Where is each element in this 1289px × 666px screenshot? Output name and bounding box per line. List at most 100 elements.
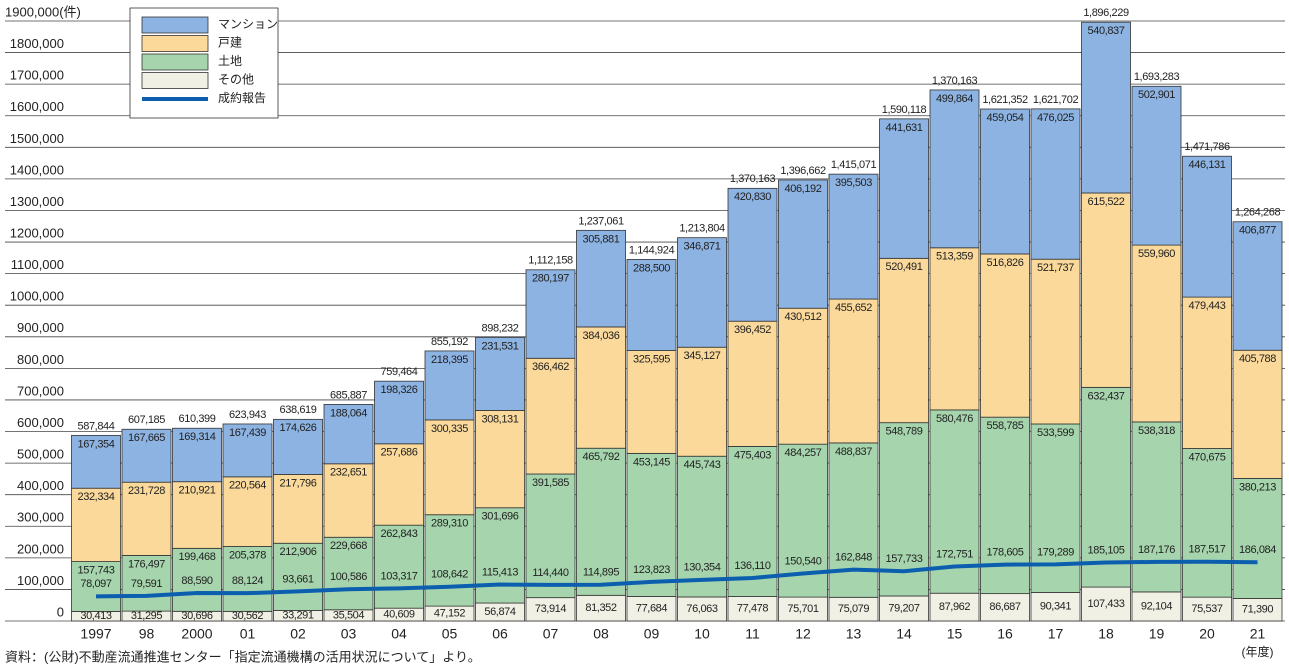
bar-segment: [424, 419, 475, 516]
bar-segment: [828, 173, 879, 300]
value-label: 288,500: [633, 262, 670, 274]
legend-label: 戸建: [218, 36, 242, 50]
value-label: 280,197: [532, 273, 569, 285]
total-label: 607,185: [128, 414, 165, 426]
value-label: 56,874: [484, 606, 516, 618]
value-label: 446,131: [1189, 159, 1226, 171]
value-label: 78,097: [80, 578, 112, 590]
x-tick-label: 05: [442, 626, 458, 642]
value-label: 130,354: [684, 562, 721, 574]
y-tick-label: 300,000: [17, 510, 64, 525]
total-label: 610,399: [179, 413, 216, 425]
bar-segment: [525, 473, 576, 599]
x-tick-label: 04: [391, 626, 407, 642]
value-label: 305,881: [583, 233, 620, 245]
value-label: 212,906: [280, 546, 317, 558]
y-tick-label: 900,000: [17, 320, 64, 335]
value-label: 40,609: [383, 608, 415, 620]
bar-segment: [222, 546, 273, 612]
value-label: 75,079: [838, 603, 870, 615]
bar-segment: [1081, 192, 1131, 388]
value-label: 476,025: [1037, 112, 1074, 124]
bar-segment: [1081, 586, 1131, 622]
x-tick-label: 12: [795, 626, 811, 642]
bar-segment: [929, 247, 980, 411]
value-label: 391,585: [532, 477, 569, 489]
value-label: 580,476: [936, 413, 973, 425]
total-label: 1,693,283: [1134, 71, 1180, 83]
bar-segment: [778, 179, 828, 309]
legend-swatch: [141, 72, 209, 89]
y-tick-label: 1000,000: [10, 289, 64, 304]
value-label: 475,403: [734, 449, 771, 461]
value-label: 548,789: [886, 426, 923, 438]
value-label: 396,452: [734, 324, 771, 336]
value-label: 384,036: [583, 330, 620, 342]
total-label: 623,943: [229, 409, 266, 421]
value-label: 395,503: [835, 177, 872, 189]
y-tick-label: 1100,000: [11, 257, 64, 272]
y-tick-label: 500,000: [17, 447, 64, 462]
value-label: 76,063: [686, 603, 718, 615]
value-label: 470,675: [1189, 451, 1226, 463]
value-label: 167,354: [78, 438, 115, 450]
value-label: 77,684: [636, 603, 668, 615]
value-label: 86,687: [989, 601, 1021, 613]
value-label: 31,295: [131, 610, 163, 622]
bar-segment: [172, 481, 222, 549]
x-tick-label: 1997: [80, 626, 111, 642]
bar-segment: [323, 404, 374, 465]
legend-swatch: [141, 16, 209, 34]
bar-segment: [677, 346, 727, 457]
x-tick-label: 01: [240, 626, 256, 642]
value-label: 220,564: [229, 480, 266, 492]
bar-segment: [1131, 421, 1182, 593]
source-note: 資料：(公財)不動産流通推進センター「指定流通機構の活用状況について」より。: [5, 649, 481, 664]
value-label: 484,257: [785, 447, 822, 459]
value-label: 150,540: [785, 555, 822, 567]
value-label: 521,737: [1037, 262, 1074, 274]
value-label: 162,848: [835, 551, 872, 563]
value-label: 30,562: [232, 610, 264, 622]
value-label: 169,314: [179, 431, 216, 443]
value-label: 157,743: [78, 564, 115, 576]
bar-segment: [677, 596, 727, 622]
value-label: 559,960: [1138, 248, 1175, 260]
value-label: 229,668: [330, 540, 367, 552]
value-label: 217,796: [280, 477, 317, 489]
value-label: 300,335: [431, 423, 468, 435]
value-label: 502,901: [1138, 89, 1175, 101]
total-label: 587,844: [78, 420, 115, 432]
value-label: 499,864: [936, 93, 973, 105]
x-tick-label: 07: [543, 626, 559, 642]
bar-segment: [727, 320, 778, 447]
bar-segment: [323, 536, 374, 611]
bar-segment: [172, 427, 222, 483]
value-label: 179,289: [1037, 546, 1074, 558]
bar-segment: [121, 554, 172, 612]
value-label: 445,743: [684, 459, 721, 471]
y-tick-label: 0: [57, 604, 64, 619]
value-label: 346,871: [684, 241, 721, 253]
total-label: 759,464: [381, 366, 418, 378]
total-label: 1,471,786: [1184, 141, 1230, 153]
value-label: 174,626: [280, 422, 317, 434]
value-label: 186,084: [1239, 544, 1276, 556]
value-label: 103,317: [381, 570, 418, 582]
bar-segment: [980, 593, 1030, 622]
y-tick-label: 600,000: [17, 415, 64, 430]
bar-segment: [727, 446, 778, 597]
value-label: 114,895: [583, 567, 619, 579]
value-label: 172,751: [936, 548, 973, 560]
value-label: 257,686: [381, 447, 418, 459]
value-label: 47,152: [434, 607, 466, 619]
bar-segment: [1182, 448, 1232, 598]
bar-segment: [1182, 155, 1232, 298]
value-label: 405,788: [1239, 353, 1276, 365]
value-label: 540,837: [1088, 25, 1125, 37]
total-label: 1,237,061: [578, 215, 624, 227]
value-label: 167,439: [229, 427, 266, 439]
value-label: 218,395: [431, 354, 468, 366]
